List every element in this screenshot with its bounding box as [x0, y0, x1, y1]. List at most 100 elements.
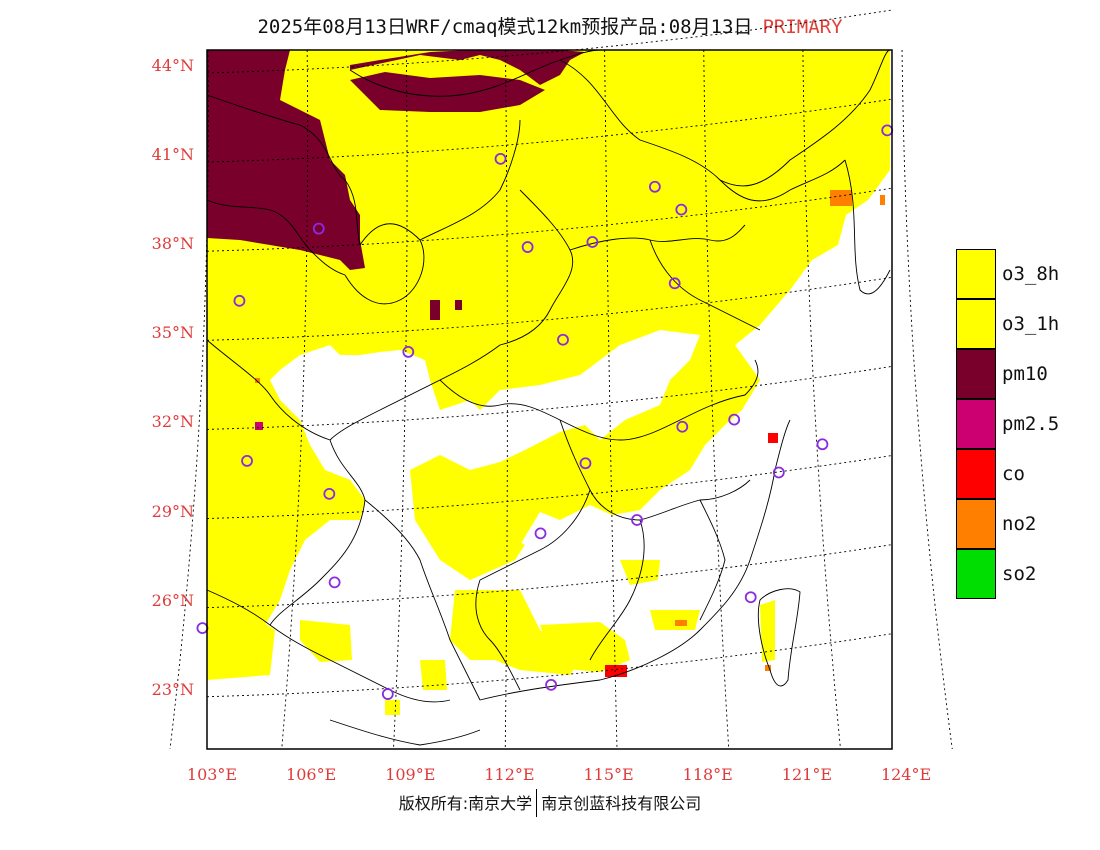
latitude-tick-label: 35°N — [151, 323, 194, 343]
o3-fill-region — [207, 50, 890, 680]
longitude-tick-label: 109°E — [385, 765, 436, 784]
map-frame — [206, 49, 893, 750]
province-border — [699, 499, 726, 621]
pm10-fill-region — [207, 50, 365, 270]
pm10-fill-region — [430, 300, 440, 320]
province-border — [589, 519, 645, 661]
station-marker — [631, 514, 643, 526]
longitude-gridline — [901, 49, 953, 750]
station-marker — [648, 180, 661, 193]
no2-fill-patch — [830, 190, 852, 206]
legend-swatch — [956, 399, 996, 449]
footer-divider — [536, 789, 538, 817]
province-border — [559, 419, 751, 521]
o3-fill-region — [420, 520, 525, 580]
province-border — [649, 239, 761, 331]
station-marker — [545, 678, 557, 691]
o3-fill-region — [385, 700, 400, 715]
province-border — [679, 359, 759, 421]
legend-swatch — [956, 349, 996, 399]
station-marker — [675, 203, 688, 216]
province-border — [419, 119, 521, 241]
longitude-gridline — [802, 49, 841, 750]
latitude-gridline — [206, 365, 893, 430]
latitude-tick-label: 38°N — [151, 234, 194, 254]
province-border — [569, 224, 746, 251]
legend-swatch — [956, 299, 996, 349]
province-border — [206, 199, 346, 276]
latitude-tick-label: 32°N — [151, 412, 194, 432]
longitude-tick-label: 112°E — [484, 765, 535, 784]
province-border — [844, 159, 891, 295]
no2-fill-patch — [675, 620, 687, 626]
station-marker — [312, 222, 325, 235]
longitude-tick-label: 124°E — [880, 765, 932, 784]
no2-fill-patch — [765, 665, 771, 671]
province-border — [475, 579, 521, 691]
co-fill-patch — [768, 433, 778, 443]
station-marker — [816, 438, 829, 451]
latitude-gridline — [206, 455, 893, 519]
station-marker — [579, 457, 592, 470]
copyright-company: 南京创蓝科技有限公司 — [541, 794, 702, 813]
copyright-owner: 版权所有:南京大学 — [398, 794, 533, 813]
province-border — [349, 49, 601, 97]
station-marker — [676, 420, 689, 433]
station-marker — [557, 333, 569, 346]
latitude-gridline — [206, 187, 893, 252]
longitude-gridline — [169, 49, 209, 750]
no2-fill-patch — [255, 378, 260, 383]
longitude-tick-label: 106°E — [286, 765, 337, 784]
province-border — [269, 439, 366, 626]
latitude-gridline — [206, 633, 893, 698]
station-marker — [521, 241, 534, 253]
province-border — [329, 719, 481, 746]
graticule-layer — [169, 9, 953, 750]
station-marker — [728, 413, 741, 426]
o3-fill-region — [620, 560, 660, 585]
station-marker-layer — [196, 124, 894, 700]
station-marker — [241, 455, 253, 467]
province-border — [719, 159, 846, 202]
province-border — [559, 49, 891, 187]
copyright-footer: 版权所有:南京大学 南京创蓝科技有限公司 — [0, 789, 1100, 817]
pm25-fill-patch — [255, 422, 263, 430]
legend-swatch — [956, 449, 996, 499]
station-marker — [402, 346, 415, 358]
latitude-tick-label: 26°N — [151, 590, 194, 610]
o3-fill-region — [450, 590, 580, 675]
station-marker — [744, 591, 757, 604]
province-border — [344, 223, 425, 305]
primary-tag: PRIMARY — [762, 16, 843, 38]
province-border — [206, 94, 361, 246]
legend-swatch — [956, 499, 996, 549]
longitude-tick-label: 121°E — [781, 765, 832, 784]
province-border — [479, 489, 591, 581]
o3-fill-region — [760, 600, 775, 662]
latitude-tick-label: 44°N — [151, 56, 194, 75]
station-marker — [328, 576, 341, 589]
pm10-fill-region — [350, 72, 545, 112]
station-marker — [323, 487, 336, 500]
province-border — [499, 189, 574, 346]
o3-fill-region — [420, 660, 447, 690]
province-border — [206, 589, 451, 703]
latitude-tick-label: 29°N — [151, 501, 194, 521]
map-title-text: 2025年08月13日WRF/cmaq模式12km预报产品:08月13日 — [257, 16, 753, 38]
latitude-gridline — [206, 544, 893, 609]
station-marker — [668, 277, 681, 290]
o3-fill-region — [300, 620, 352, 662]
station-marker — [381, 688, 394, 700]
longitude-gridline — [703, 49, 730, 750]
o3-fill-region — [290, 70, 330, 105]
latitude-gridline — [206, 98, 893, 163]
o3-fill-region — [255, 430, 310, 470]
station-marker — [494, 152, 507, 165]
pm10-fill-region — [455, 300, 462, 310]
pollutant-fill-layer — [207, 50, 890, 715]
latitude-gridline — [206, 9, 893, 74]
legend-swatch — [956, 549, 996, 599]
legend-swatch — [956, 249, 996, 299]
station-marker — [233, 294, 246, 307]
